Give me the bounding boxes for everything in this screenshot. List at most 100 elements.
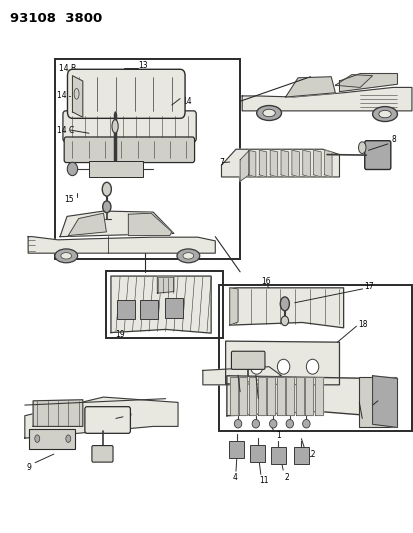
Ellipse shape xyxy=(277,359,289,374)
Text: 93108  3800: 93108 3800 xyxy=(10,12,102,25)
Ellipse shape xyxy=(280,297,289,311)
Polygon shape xyxy=(270,150,277,177)
Polygon shape xyxy=(324,150,331,177)
Ellipse shape xyxy=(102,201,111,213)
Polygon shape xyxy=(239,377,247,415)
Text: 11: 11 xyxy=(258,477,268,485)
Polygon shape xyxy=(314,377,322,415)
Polygon shape xyxy=(291,150,299,177)
Polygon shape xyxy=(285,77,335,97)
Polygon shape xyxy=(221,149,339,177)
FancyBboxPatch shape xyxy=(85,407,130,433)
Polygon shape xyxy=(157,277,173,293)
Ellipse shape xyxy=(112,119,118,133)
Bar xyxy=(105,271,222,338)
Bar xyxy=(249,445,264,462)
Ellipse shape xyxy=(183,253,193,259)
Polygon shape xyxy=(229,377,237,415)
Bar xyxy=(229,441,244,458)
FancyBboxPatch shape xyxy=(364,141,390,169)
Text: 9: 9 xyxy=(26,464,31,472)
Ellipse shape xyxy=(372,107,396,122)
Polygon shape xyxy=(72,76,83,117)
Polygon shape xyxy=(68,213,106,236)
Ellipse shape xyxy=(256,106,281,120)
Polygon shape xyxy=(229,288,237,325)
Text: 18: 18 xyxy=(357,320,367,328)
Polygon shape xyxy=(111,276,211,333)
FancyBboxPatch shape xyxy=(92,446,113,462)
Ellipse shape xyxy=(302,419,309,428)
Ellipse shape xyxy=(177,249,199,263)
Ellipse shape xyxy=(61,253,71,259)
Bar xyxy=(117,300,135,319)
Ellipse shape xyxy=(102,182,111,196)
Polygon shape xyxy=(257,377,265,415)
Bar xyxy=(29,429,74,449)
Polygon shape xyxy=(276,377,284,415)
Text: 17: 17 xyxy=(363,282,373,291)
Text: 1: 1 xyxy=(276,432,280,440)
Text: 7: 7 xyxy=(219,158,224,167)
Polygon shape xyxy=(372,376,396,427)
Polygon shape xyxy=(33,400,83,426)
Ellipse shape xyxy=(35,435,40,442)
Bar xyxy=(89,161,142,177)
Polygon shape xyxy=(339,74,396,92)
Polygon shape xyxy=(25,397,178,438)
Polygon shape xyxy=(28,237,215,253)
Polygon shape xyxy=(248,377,256,415)
Text: 16: 16 xyxy=(260,277,270,286)
Bar xyxy=(140,300,158,319)
Text: 14: 14 xyxy=(182,97,191,106)
Ellipse shape xyxy=(252,419,259,428)
Polygon shape xyxy=(313,150,320,177)
Ellipse shape xyxy=(234,419,241,428)
Ellipse shape xyxy=(262,109,275,117)
Text: 14 C: 14 C xyxy=(57,126,74,134)
Polygon shape xyxy=(128,213,171,236)
Text: 8 A: 8 A xyxy=(375,158,387,167)
Ellipse shape xyxy=(378,110,390,118)
Text: 4: 4 xyxy=(232,473,237,481)
Polygon shape xyxy=(267,377,275,415)
Polygon shape xyxy=(259,150,266,177)
Ellipse shape xyxy=(358,142,365,154)
Ellipse shape xyxy=(285,419,293,428)
Polygon shape xyxy=(248,150,255,177)
Text: 3: 3 xyxy=(259,391,264,400)
Ellipse shape xyxy=(74,88,79,99)
Text: 14 A: 14 A xyxy=(57,92,74,100)
Polygon shape xyxy=(202,367,281,385)
Text: 12: 12 xyxy=(306,450,315,458)
Ellipse shape xyxy=(250,359,262,374)
Polygon shape xyxy=(286,377,294,415)
Ellipse shape xyxy=(67,162,78,176)
Polygon shape xyxy=(240,150,249,181)
Text: 2: 2 xyxy=(284,473,289,481)
Ellipse shape xyxy=(66,435,71,442)
Text: 6: 6 xyxy=(126,410,131,419)
Text: 15: 15 xyxy=(64,196,74,204)
Polygon shape xyxy=(225,341,339,385)
Text: 8: 8 xyxy=(390,135,395,144)
Text: 19: 19 xyxy=(115,330,124,339)
Text: 14 B: 14 B xyxy=(59,64,76,73)
Ellipse shape xyxy=(280,316,288,326)
FancyBboxPatch shape xyxy=(64,137,194,163)
Polygon shape xyxy=(60,211,173,237)
Bar xyxy=(358,377,395,427)
Polygon shape xyxy=(302,150,309,177)
Ellipse shape xyxy=(306,359,318,374)
Text: 13: 13 xyxy=(138,61,148,69)
Bar xyxy=(219,285,411,431)
Polygon shape xyxy=(304,377,312,415)
FancyBboxPatch shape xyxy=(63,111,196,142)
Bar xyxy=(293,447,308,464)
Bar xyxy=(55,59,240,259)
Text: 10: 10 xyxy=(379,394,389,403)
Text: 10 A: 10 A xyxy=(363,418,379,424)
FancyBboxPatch shape xyxy=(67,69,185,118)
Bar xyxy=(164,298,183,318)
Ellipse shape xyxy=(269,419,276,428)
